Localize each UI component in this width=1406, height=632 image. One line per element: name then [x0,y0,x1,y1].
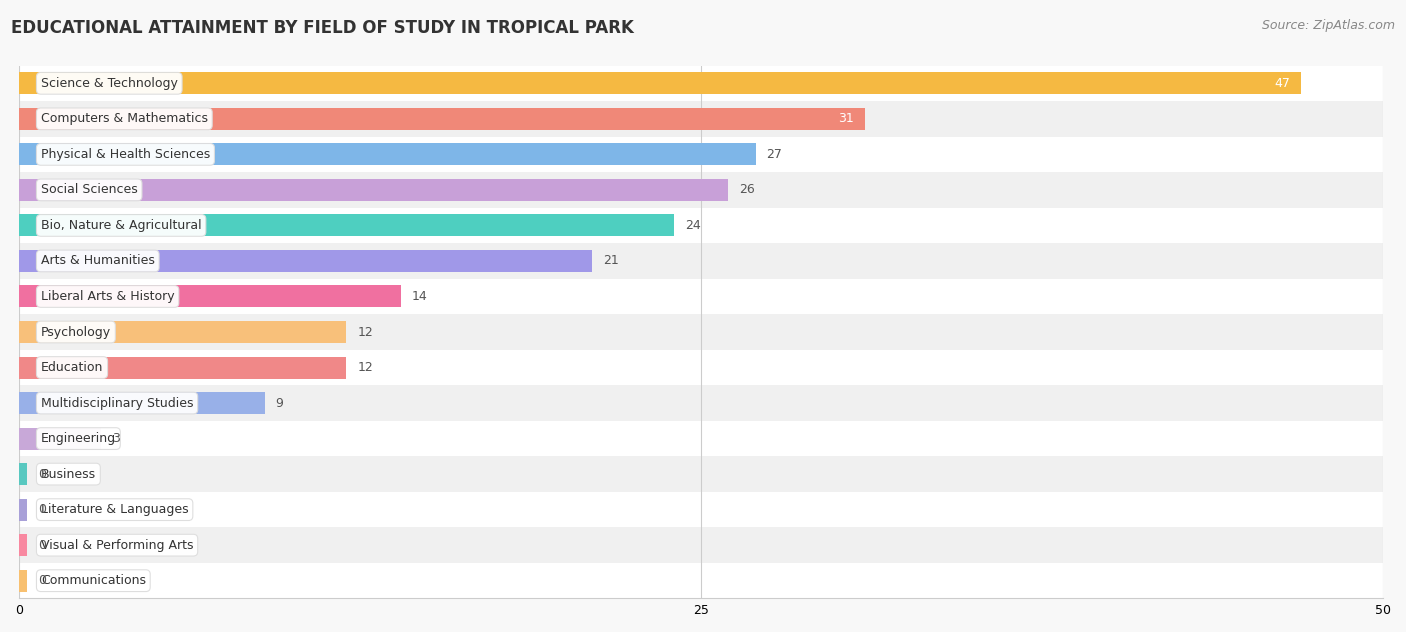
Text: Communications: Communications [41,574,146,587]
Bar [20,137,1384,172]
Bar [20,428,101,449]
Text: 0: 0 [38,574,46,587]
Text: Education: Education [41,361,103,374]
Bar [20,563,1384,599]
Bar [20,356,346,379]
Text: Psychology: Psychology [41,325,111,339]
Text: 24: 24 [685,219,700,232]
Text: Source: ZipAtlas.com: Source: ZipAtlas.com [1261,19,1395,32]
Text: 0: 0 [38,538,46,552]
Text: 0: 0 [38,503,46,516]
Text: 3: 3 [111,432,120,445]
Text: Bio, Nature & Agricultural: Bio, Nature & Agricultural [41,219,201,232]
Text: Physical & Health Sciences: Physical & Health Sciences [41,148,209,161]
Bar [20,179,728,201]
Bar [20,314,1384,349]
Bar [20,250,592,272]
Bar [20,214,673,236]
Text: Multidisciplinary Studies: Multidisciplinary Studies [41,396,193,410]
Bar [20,243,1384,279]
Text: 9: 9 [276,396,283,410]
Text: Social Sciences: Social Sciences [41,183,138,197]
Text: Business: Business [41,468,96,480]
Text: Liberal Arts & History: Liberal Arts & History [41,290,174,303]
Bar [20,172,1384,208]
Bar [20,321,346,343]
Bar [20,286,401,308]
Text: 12: 12 [357,325,373,339]
Bar [20,208,1384,243]
Bar [20,392,264,414]
Bar [20,143,755,166]
Text: 27: 27 [766,148,782,161]
Text: EDUCATIONAL ATTAINMENT BY FIELD OF STUDY IN TROPICAL PARK: EDUCATIONAL ATTAINMENT BY FIELD OF STUDY… [11,19,634,37]
Text: 12: 12 [357,361,373,374]
Bar [20,66,1384,101]
Bar [20,569,27,592]
Text: 26: 26 [740,183,755,197]
Bar [20,101,1384,137]
Bar [20,386,1384,421]
Text: 47: 47 [1274,77,1291,90]
Bar [20,108,865,130]
Bar [20,534,27,556]
Bar [20,463,27,485]
Bar [20,349,1384,386]
Bar [20,527,1384,563]
Bar [20,72,1301,94]
Bar [20,279,1384,314]
Text: Science & Technology: Science & Technology [41,77,177,90]
Bar [20,456,1384,492]
Text: 31: 31 [838,112,853,125]
Text: Visual & Performing Arts: Visual & Performing Arts [41,538,193,552]
Text: Literature & Languages: Literature & Languages [41,503,188,516]
Bar [20,421,1384,456]
Bar [20,499,27,521]
Text: 14: 14 [412,290,427,303]
Text: Engineering: Engineering [41,432,115,445]
Text: Computers & Mathematics: Computers & Mathematics [41,112,208,125]
Bar [20,492,1384,527]
Text: 0: 0 [38,468,46,480]
Text: Arts & Humanities: Arts & Humanities [41,255,155,267]
Text: 21: 21 [603,255,619,267]
